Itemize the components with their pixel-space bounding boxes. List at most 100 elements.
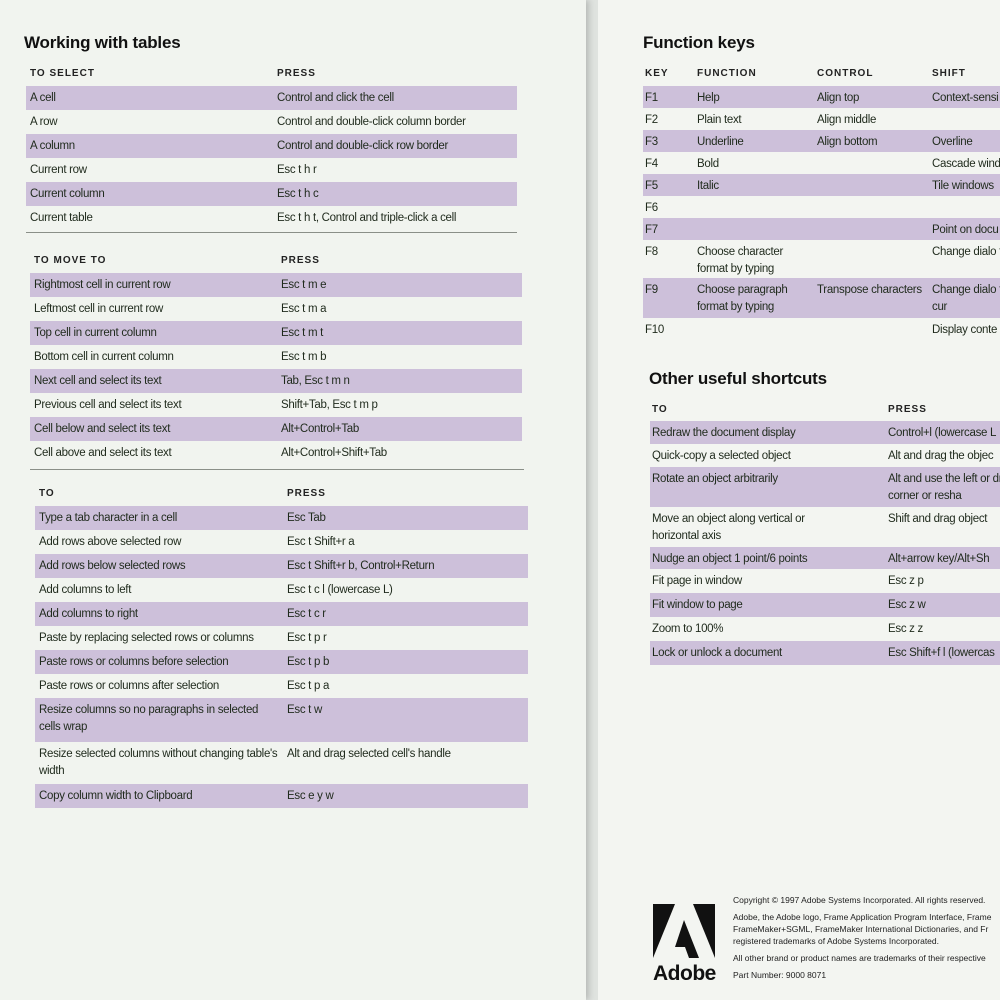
table-row: Lock or unlock a document Esc Shift+f l (…	[650, 641, 1000, 665]
table-cell: Align top	[817, 92, 860, 104]
table-cell: Zoom to 100%	[652, 623, 724, 635]
table-cell: F4	[645, 158, 658, 170]
copyright: Copyright © 1997 Adobe Systems Incorpora…	[733, 895, 986, 905]
table-row: Move an object along vertical or horizon…	[650, 507, 1000, 547]
table-row: Next cell and select its text Tab, Esc t …	[30, 369, 522, 393]
table-row: A column Control and double-click row bor…	[26, 134, 517, 158]
right-page: Function keys KEY FUNCTION CONTROL SHIFT F1 H…	[598, 0, 1000, 1000]
table-row: Paste by replacing selected rows or colu…	[35, 626, 528, 650]
table-cell: Redraw the document display	[652, 427, 796, 439]
table-cell: Change dialo to As Is	[932, 246, 1000, 258]
table-cell: Paste by replacing selected rows or colu…	[39, 632, 254, 644]
adobe-a-icon	[653, 904, 715, 958]
table-cell: Esc t h t, Control and triple-click a ce…	[277, 212, 457, 224]
table-cell: Add columns to right	[39, 608, 138, 620]
table-row: Current table Esc t h t, Control and trip…	[26, 206, 517, 230]
table-cell: Esc t h c	[277, 188, 319, 200]
table-cell: Control and double-click row border	[277, 140, 449, 152]
divider	[26, 232, 517, 233]
table-cell: Alt+Control+Shift+Tab	[281, 447, 387, 459]
column-header: KEY	[645, 68, 669, 79]
table-cell: Control+l (lowercase L	[888, 427, 997, 439]
table-cell: Esc t c r	[287, 608, 326, 620]
table-cell: Alt and drag the objec	[888, 450, 994, 462]
table-cell: Help	[697, 92, 720, 104]
table-cell: Alt and use the left or drag a corner or…	[888, 473, 1000, 502]
table-cell: F9	[645, 284, 658, 296]
table-cell: Esc t m b	[281, 351, 327, 363]
table-cell: F1	[645, 92, 658, 104]
table-row: F10 Display conte	[643, 318, 1000, 340]
table-cell: Paste rows or columns after selection	[39, 680, 220, 692]
table-cell: F3	[645, 136, 658, 148]
column-header: PRESS	[277, 68, 316, 79]
table-row: F5 Italic Tile windows	[643, 174, 1000, 196]
table-cell: Cascade wind	[932, 158, 1000, 170]
table-cell: Cell below and select its text	[34, 423, 171, 435]
table-cell: Move an object along vertical or horizon…	[652, 513, 805, 542]
table-cell: A cell	[30, 92, 56, 104]
table-cell: Rightmost cell in current row	[34, 279, 171, 291]
tables-heading: Working with tables	[24, 33, 181, 52]
table-cell: Next cell and select its text	[34, 375, 162, 387]
table-row: Current row Esc t h r	[26, 158, 517, 182]
table-row: F3 Underline Align bottom Overline	[643, 130, 1000, 152]
column-header: PRESS	[287, 488, 326, 499]
table-cell: Display conte	[932, 324, 998, 336]
table-row: F4 Bold Cascade wind	[643, 152, 1000, 174]
table-row: Add rows below selected rows Esc t Shift+…	[35, 554, 528, 578]
table-cell: Paste rows or columns before selection	[39, 656, 229, 668]
table-cell: Rotate an object arbitrarily	[652, 473, 778, 485]
table-cell: Control and click the cell	[277, 92, 394, 104]
table-row: Add columns to right Esc t c r	[35, 602, 528, 626]
table-cell: Alt+Control+Tab	[281, 423, 359, 435]
table-row: F7 Point on docu	[643, 218, 1000, 240]
table-cell: Leftmost cell in current row	[34, 303, 164, 315]
table-row: Nudge an object 1 point/6 points Alt+arro…	[650, 547, 1000, 569]
table-cell: Change dialo to match cur	[932, 284, 1000, 313]
table-cell: Tab, Esc t m n	[281, 375, 350, 387]
table-row: Top cell in current column Esc t m t	[30, 321, 522, 345]
table-row: F6	[643, 196, 1000, 218]
table-cell: Esc e y w	[287, 790, 334, 802]
other-shortcuts-heading: Other useful shortcuts	[649, 369, 827, 388]
table-row: F2 Plain text Align middle	[643, 108, 1000, 130]
left-page: Working with tables TO SELECT PRESS A cell…	[0, 0, 586, 1000]
table-row: Rightmost cell in current row Esc t m e	[30, 273, 522, 297]
table-cell: Esc z p	[888, 575, 924, 587]
table-cell: Alt+arrow key/Alt+Sh	[888, 553, 990, 565]
table-row: Redraw the document display Control+l (lo…	[650, 421, 1000, 444]
column-header: FUNCTION	[697, 68, 757, 79]
table-row: Current column Esc t h c	[26, 182, 517, 206]
table-row: Fit page in window Esc z p	[650, 569, 1000, 593]
table-row: F1 Help Align top Context-sensi	[643, 86, 1000, 108]
table-cell: F5	[645, 180, 658, 192]
table-cell: Previous cell and select its text	[34, 399, 182, 411]
table-cell: Add rows below selected rows	[39, 560, 186, 572]
table-cell: Current row	[30, 164, 87, 176]
table-cell: Control and double-click column border	[277, 116, 466, 128]
table-cell: Esc t Shift+r a	[287, 536, 355, 548]
trademarks-line: Adobe, the Adobe logo, Frame Application…	[733, 912, 992, 922]
table-cell: Esc Shift+f l (lowercas	[888, 647, 995, 659]
table-row: Paste rows or columns before selection Es…	[35, 650, 528, 674]
table-cell: Esc z z	[888, 623, 923, 635]
table-cell: Add rows above selected row	[39, 536, 182, 548]
table-cell: Esc t m e	[281, 279, 327, 291]
table-row: Resize selected columns without changing…	[35, 742, 528, 784]
table-row: Add columns to left Esc t c l (lowercase …	[35, 578, 528, 602]
table-row: Cell below and select its text Alt+Contro…	[30, 417, 522, 441]
table-cell: F2	[645, 114, 658, 126]
table-cell: Shift+Tab, Esc t m p	[281, 399, 378, 411]
table-row: Rotate an object arbitrarily Alt and use …	[650, 467, 1000, 507]
table-cell: Tile windows	[932, 180, 994, 192]
table-cell: Align middle	[817, 114, 877, 126]
table-cell: Cell above and select its text	[34, 447, 172, 459]
table-cell: Choose character format by typing	[697, 246, 783, 275]
trademarks-line: registered trademarks of Adobe Systems I…	[733, 936, 939, 946]
table-cell: Esc Tab	[287, 512, 326, 524]
table-cell: Esc z w	[888, 599, 926, 611]
table-cell: Esc t p r	[287, 632, 327, 644]
table-cell: Underline	[697, 136, 744, 148]
table-cell: Esc t m a	[281, 303, 327, 315]
